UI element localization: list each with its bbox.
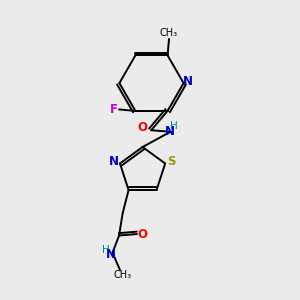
Text: N: N [109,155,119,169]
Text: O: O [137,227,147,241]
Text: CH₃: CH₃ [113,270,131,280]
Text: S: S [167,155,176,169]
Text: N: N [183,75,193,88]
Text: CH₃: CH₃ [160,28,178,38]
Text: F: F [110,103,118,116]
Text: O: O [138,121,148,134]
Text: H: H [169,122,177,131]
Text: N: N [165,124,175,138]
Text: N: N [106,248,116,261]
Text: H: H [102,245,110,255]
